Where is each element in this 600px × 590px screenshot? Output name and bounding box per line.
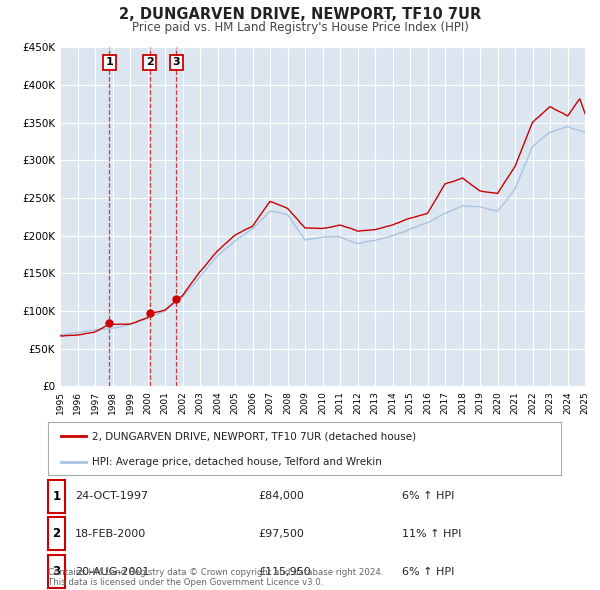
Text: £115,950: £115,950 bbox=[258, 567, 311, 576]
Text: Price paid vs. HM Land Registry's House Price Index (HPI): Price paid vs. HM Land Registry's House … bbox=[131, 21, 469, 34]
Text: 24-OCT-1997: 24-OCT-1997 bbox=[75, 491, 148, 501]
Text: 18-FEB-2000: 18-FEB-2000 bbox=[75, 529, 146, 539]
Text: 11% ↑ HPI: 11% ↑ HPI bbox=[402, 529, 461, 539]
Text: £97,500: £97,500 bbox=[258, 529, 304, 539]
Text: 2: 2 bbox=[52, 527, 61, 540]
Text: 6% ↑ HPI: 6% ↑ HPI bbox=[402, 567, 454, 576]
Text: 3: 3 bbox=[172, 57, 180, 67]
Text: 6% ↑ HPI: 6% ↑ HPI bbox=[402, 491, 454, 501]
Text: 1: 1 bbox=[105, 57, 113, 67]
Text: 2: 2 bbox=[146, 57, 154, 67]
Text: 20-AUG-2001: 20-AUG-2001 bbox=[75, 567, 149, 576]
Text: 2, DUNGARVEN DRIVE, NEWPORT, TF10 7UR: 2, DUNGARVEN DRIVE, NEWPORT, TF10 7UR bbox=[119, 7, 481, 22]
Text: £84,000: £84,000 bbox=[258, 491, 304, 501]
Text: 3: 3 bbox=[52, 565, 61, 578]
Text: HPI: Average price, detached house, Telford and Wrekin: HPI: Average price, detached house, Telf… bbox=[92, 457, 382, 467]
Text: 1: 1 bbox=[52, 490, 61, 503]
Text: Contains HM Land Registry data © Crown copyright and database right 2024.
This d: Contains HM Land Registry data © Crown c… bbox=[48, 568, 383, 587]
Text: 2, DUNGARVEN DRIVE, NEWPORT, TF10 7UR (detached house): 2, DUNGARVEN DRIVE, NEWPORT, TF10 7UR (d… bbox=[92, 431, 416, 441]
